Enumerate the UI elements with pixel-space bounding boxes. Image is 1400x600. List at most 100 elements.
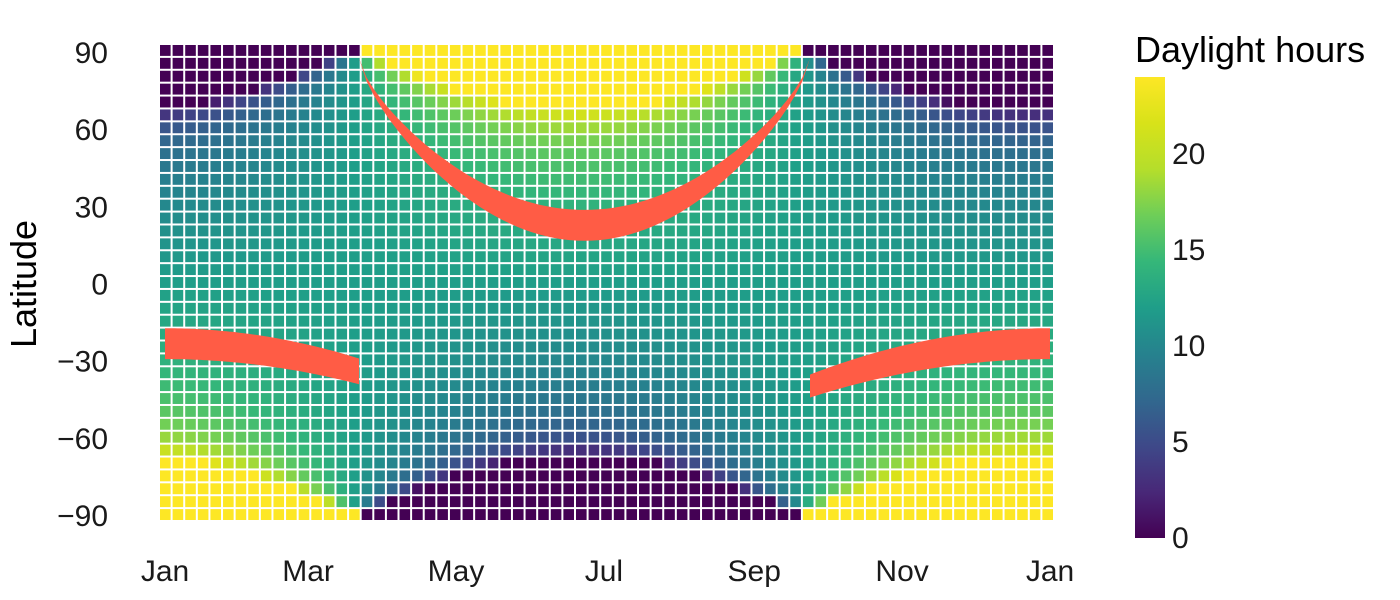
heatmap-cell	[223, 200, 234, 211]
heatmap-cell	[526, 238, 537, 249]
heatmap-cell	[639, 445, 650, 456]
heatmap-cell	[929, 277, 940, 288]
heatmap-cell	[866, 496, 877, 507]
heatmap-cell	[173, 71, 184, 82]
heatmap-cell	[601, 122, 612, 133]
heatmap-cell	[185, 161, 196, 172]
heatmap-cell	[1017, 303, 1028, 314]
heatmap-cell	[160, 277, 171, 288]
heatmap-cell	[853, 406, 864, 417]
heatmap-cell	[866, 419, 877, 430]
heatmap-cell	[765, 406, 776, 417]
heatmap-cell	[652, 445, 663, 456]
heatmap-cell	[261, 458, 272, 469]
heatmap-cell	[702, 496, 713, 507]
heatmap-cell	[223, 238, 234, 249]
heatmap-cell	[576, 509, 587, 520]
heatmap-cell	[904, 58, 915, 69]
heatmap-cell	[979, 84, 990, 95]
heatmap-cell	[740, 200, 751, 211]
heatmap-cell	[513, 71, 524, 82]
heatmap-cell	[273, 213, 284, 224]
heatmap-cell	[677, 264, 688, 275]
heatmap-cell	[979, 432, 990, 443]
heatmap-cell	[891, 496, 902, 507]
heatmap-cell	[273, 187, 284, 198]
heatmap-cell	[765, 187, 776, 198]
heatmap-cell	[551, 264, 562, 275]
heatmap-cell	[715, 277, 726, 288]
heatmap-cell	[160, 419, 171, 430]
heatmap-cell	[815, 354, 826, 365]
heatmap-cell	[286, 458, 297, 469]
heatmap-cell	[1042, 161, 1053, 172]
heatmap-cell	[210, 445, 221, 456]
heatmap-cell	[425, 58, 436, 69]
heatmap-cell	[185, 290, 196, 301]
heatmap-cell	[866, 109, 877, 120]
heatmap-cell	[841, 71, 852, 82]
heatmap-cell	[1042, 84, 1053, 95]
heatmap-cell	[803, 432, 814, 443]
heatmap-cell	[601, 316, 612, 327]
heatmap-cell	[362, 445, 373, 456]
heatmap-cell	[198, 200, 209, 211]
heatmap-cell	[387, 316, 398, 327]
heatmap-cell	[450, 458, 461, 469]
heatmap-cell	[563, 458, 574, 469]
heatmap-cell	[248, 316, 259, 327]
heatmap-cell	[601, 470, 612, 481]
heatmap-cell	[374, 264, 385, 275]
heatmap-cell	[601, 84, 612, 95]
heatmap-cell	[463, 213, 474, 224]
heatmap-cell	[223, 84, 234, 95]
heatmap-cell	[841, 342, 852, 353]
heatmap-cell	[299, 303, 310, 314]
heatmap-cell	[778, 174, 789, 185]
heatmap-cell	[828, 406, 839, 417]
heatmap-cell	[488, 354, 499, 365]
heatmap-cell	[967, 84, 978, 95]
heatmap-cell	[904, 496, 915, 507]
heatmap-cell	[387, 264, 398, 275]
heatmap-cell	[450, 84, 461, 95]
heatmap-cell	[210, 174, 221, 185]
heatmap-cell	[689, 135, 700, 146]
heatmap-cell	[223, 97, 234, 108]
heatmap-cell	[1017, 135, 1028, 146]
heatmap-cell	[626, 251, 637, 262]
heatmap-cell	[727, 483, 738, 494]
heatmap-cell	[841, 238, 852, 249]
heatmap-cell	[664, 393, 675, 404]
heatmap-cell	[601, 161, 612, 172]
heatmap-cell	[425, 329, 436, 340]
heatmap-cell	[374, 200, 385, 211]
heatmap-cell	[1030, 316, 1041, 327]
heatmap-cell	[626, 329, 637, 340]
heatmap-cell	[261, 496, 272, 507]
heatmap-cell	[904, 432, 915, 443]
heatmap-cell	[362, 458, 373, 469]
heatmap-cell	[652, 342, 663, 353]
heatmap-cell	[513, 367, 524, 378]
heatmap-cell	[488, 406, 499, 417]
heatmap-cell	[173, 109, 184, 120]
heatmap-cell	[576, 264, 587, 275]
heatmap-cell	[954, 187, 965, 198]
heatmap-cell	[942, 393, 953, 404]
heatmap-cell	[942, 316, 953, 327]
heatmap-cell	[904, 470, 915, 481]
heatmap-cell	[589, 367, 600, 378]
heatmap-cell	[1005, 109, 1016, 120]
heatmap-cell	[299, 458, 310, 469]
heatmap-cell	[513, 277, 524, 288]
heatmap-cell	[526, 187, 537, 198]
heatmap-cell	[815, 264, 826, 275]
heatmap-cell	[778, 496, 789, 507]
heatmap-cell	[967, 122, 978, 133]
heatmap-cell	[273, 367, 284, 378]
heatmap-cell	[727, 303, 738, 314]
heatmap-cell	[210, 483, 221, 494]
heatmap-cell	[652, 161, 663, 172]
heatmap-cell	[992, 277, 1003, 288]
